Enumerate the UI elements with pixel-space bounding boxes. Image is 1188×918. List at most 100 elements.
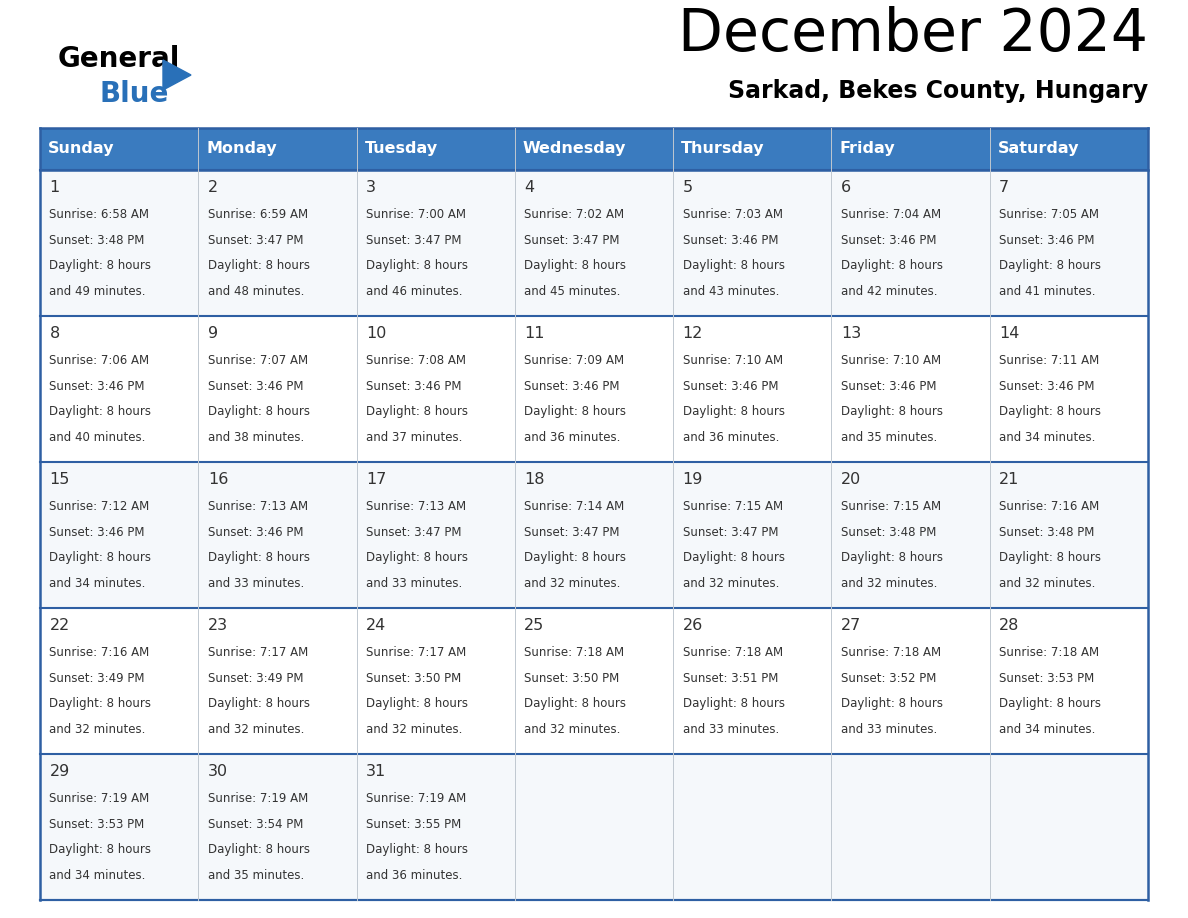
Text: 17: 17	[366, 472, 386, 487]
Bar	[990, 754, 1148, 900]
Text: Daylight: 8 hours: Daylight: 8 hours	[366, 405, 468, 418]
Bar	[198, 608, 356, 754]
Bar	[832, 754, 990, 900]
Bar	[990, 462, 1148, 608]
Text: Daylight: 8 hours: Daylight: 8 hours	[208, 697, 310, 710]
Text: Daylight: 8 hours: Daylight: 8 hours	[50, 843, 152, 856]
Text: December 2024: December 2024	[678, 6, 1148, 63]
Text: Sunrise: 7:08 AM: Sunrise: 7:08 AM	[366, 354, 466, 367]
Polygon shape	[163, 60, 191, 90]
Text: 21: 21	[999, 472, 1019, 487]
Bar	[40, 608, 198, 754]
Text: 28: 28	[999, 618, 1019, 633]
Bar	[832, 128, 990, 170]
Text: Sunrise: 7:11 AM: Sunrise: 7:11 AM	[999, 354, 1099, 367]
Bar	[356, 462, 514, 608]
Text: 2: 2	[208, 180, 217, 196]
Text: and 32 minutes.: and 32 minutes.	[524, 722, 620, 735]
Bar	[832, 316, 990, 462]
Text: Sunrise: 7:10 AM: Sunrise: 7:10 AM	[841, 354, 941, 367]
Bar	[356, 316, 514, 462]
Text: Sunset: 3:49 PM: Sunset: 3:49 PM	[208, 671, 303, 685]
Text: 27: 27	[841, 618, 861, 633]
Text: Sunrise: 7:18 AM: Sunrise: 7:18 AM	[683, 646, 783, 659]
Text: Sunset: 3:46 PM: Sunset: 3:46 PM	[50, 525, 145, 539]
Text: Daylight: 8 hours: Daylight: 8 hours	[50, 697, 152, 710]
Text: Tuesday: Tuesday	[365, 141, 437, 156]
Text: and 48 minutes.: and 48 minutes.	[208, 285, 304, 297]
Text: Daylight: 8 hours: Daylight: 8 hours	[841, 405, 943, 418]
Text: Sunrise: 7:12 AM: Sunrise: 7:12 AM	[50, 500, 150, 513]
Text: and 32 minutes.: and 32 minutes.	[841, 577, 937, 589]
Bar	[198, 170, 356, 316]
Text: Sunset: 3:55 PM: Sunset: 3:55 PM	[366, 818, 461, 831]
Text: and 33 minutes.: and 33 minutes.	[683, 722, 779, 735]
Text: and 42 minutes.: and 42 minutes.	[841, 285, 937, 297]
Bar	[514, 462, 674, 608]
Text: Sunrise: 7:07 AM: Sunrise: 7:07 AM	[208, 354, 308, 367]
Bar	[198, 316, 356, 462]
Text: 1: 1	[50, 180, 59, 196]
Text: Sunrise: 7:16 AM: Sunrise: 7:16 AM	[50, 646, 150, 659]
Bar	[356, 608, 514, 754]
Text: Sarkad, Bekes County, Hungary: Sarkad, Bekes County, Hungary	[728, 79, 1148, 103]
Text: Daylight: 8 hours: Daylight: 8 hours	[366, 259, 468, 272]
Bar	[674, 128, 832, 170]
Bar	[198, 754, 356, 900]
Text: 12: 12	[683, 326, 703, 341]
Text: Sunrise: 7:17 AM: Sunrise: 7:17 AM	[366, 646, 467, 659]
Bar	[990, 128, 1148, 170]
Text: Daylight: 8 hours: Daylight: 8 hours	[841, 259, 943, 272]
Text: 4: 4	[524, 180, 535, 196]
Text: and 32 minutes.: and 32 minutes.	[524, 577, 620, 589]
Text: Sunset: 3:46 PM: Sunset: 3:46 PM	[999, 379, 1094, 393]
Text: 15: 15	[50, 472, 70, 487]
Text: Sunrise: 7:06 AM: Sunrise: 7:06 AM	[50, 354, 150, 367]
Text: and 32 minutes.: and 32 minutes.	[208, 722, 304, 735]
Text: Sunrise: 7:18 AM: Sunrise: 7:18 AM	[841, 646, 941, 659]
Text: and 37 minutes.: and 37 minutes.	[366, 431, 462, 443]
Bar	[990, 170, 1148, 316]
Text: and 33 minutes.: and 33 minutes.	[366, 577, 462, 589]
Text: Daylight: 8 hours: Daylight: 8 hours	[999, 697, 1101, 710]
Text: 25: 25	[524, 618, 544, 633]
Text: and 36 minutes.: and 36 minutes.	[683, 431, 779, 443]
Text: 20: 20	[841, 472, 861, 487]
Text: and 32 minutes.: and 32 minutes.	[50, 722, 146, 735]
Text: Sunrise: 7:09 AM: Sunrise: 7:09 AM	[524, 354, 625, 367]
Text: and 35 minutes.: and 35 minutes.	[841, 431, 937, 443]
Text: Sunrise: 7:17 AM: Sunrise: 7:17 AM	[208, 646, 308, 659]
Text: Sunset: 3:47 PM: Sunset: 3:47 PM	[524, 525, 620, 539]
Bar	[514, 316, 674, 462]
Text: Sunset: 3:47 PM: Sunset: 3:47 PM	[683, 525, 778, 539]
Text: Daylight: 8 hours: Daylight: 8 hours	[683, 405, 784, 418]
Text: 5: 5	[683, 180, 693, 196]
Text: and 49 minutes.: and 49 minutes.	[50, 285, 146, 297]
Text: Daylight: 8 hours: Daylight: 8 hours	[999, 259, 1101, 272]
Text: Wednesday: Wednesday	[523, 141, 626, 156]
Text: 23: 23	[208, 618, 228, 633]
Bar	[514, 128, 674, 170]
Text: Sunrise: 7:19 AM: Sunrise: 7:19 AM	[366, 792, 467, 805]
Bar	[674, 170, 832, 316]
Text: 3: 3	[366, 180, 377, 196]
Text: Sunset: 3:46 PM: Sunset: 3:46 PM	[999, 233, 1094, 247]
Text: 6: 6	[841, 180, 851, 196]
Text: and 32 minutes.: and 32 minutes.	[683, 577, 779, 589]
Text: Daylight: 8 hours: Daylight: 8 hours	[50, 259, 152, 272]
Bar	[514, 608, 674, 754]
Text: 11: 11	[524, 326, 545, 341]
Text: 26: 26	[683, 618, 703, 633]
Text: Sunset: 3:54 PM: Sunset: 3:54 PM	[208, 818, 303, 831]
Text: Daylight: 8 hours: Daylight: 8 hours	[999, 551, 1101, 564]
Bar	[990, 608, 1148, 754]
Text: Sunset: 3:46 PM: Sunset: 3:46 PM	[683, 379, 778, 393]
Text: Sunset: 3:48 PM: Sunset: 3:48 PM	[50, 233, 145, 247]
Text: Sunrise: 7:14 AM: Sunrise: 7:14 AM	[524, 500, 625, 513]
Text: Daylight: 8 hours: Daylight: 8 hours	[999, 405, 1101, 418]
Text: Sunset: 3:50 PM: Sunset: 3:50 PM	[366, 671, 461, 685]
Text: Daylight: 8 hours: Daylight: 8 hours	[524, 405, 626, 418]
Text: and 46 minutes.: and 46 minutes.	[366, 285, 462, 297]
Text: Sunrise: 6:58 AM: Sunrise: 6:58 AM	[50, 208, 150, 221]
Bar	[40, 128, 198, 170]
